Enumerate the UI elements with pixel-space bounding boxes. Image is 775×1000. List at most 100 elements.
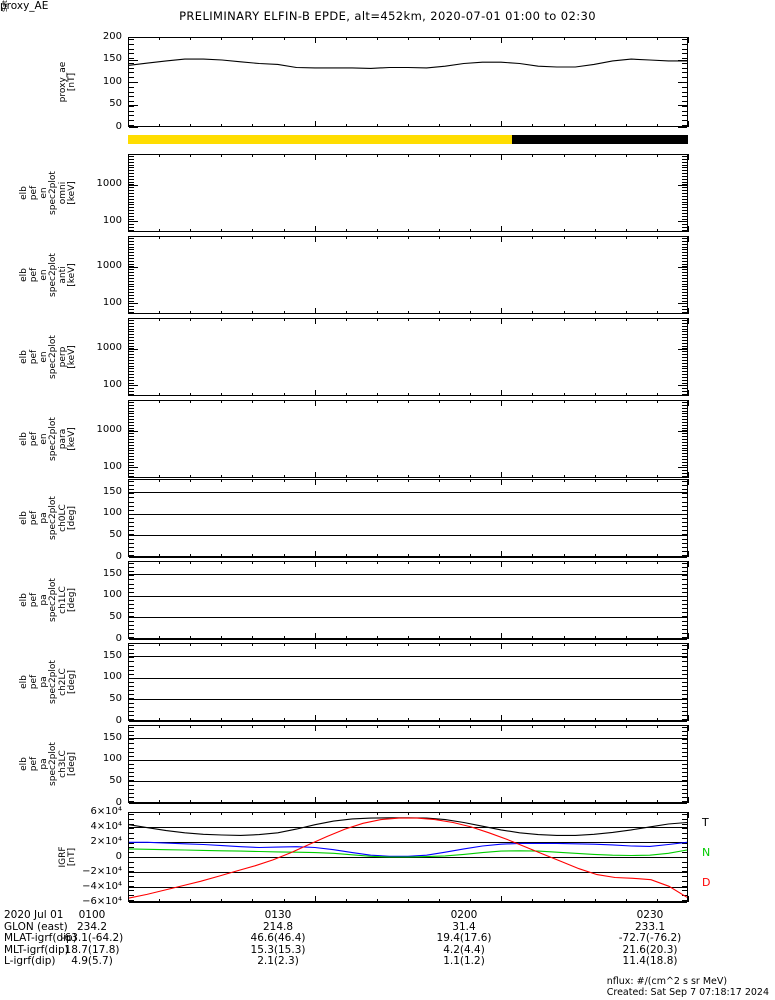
xtick-pa-ch2lc-6: [315, 715, 316, 721]
yminor-r-spec-perp-24: [682, 388, 687, 389]
ytick-spec-perp-0: 1000: [96, 342, 122, 354]
xtick-top-proxy-ae-11: [470, 37, 471, 40]
yminor-spec-omni-1: [129, 159, 134, 160]
xtick-top-pa-ch2lc-15: [595, 643, 596, 646]
yminor-pa-ch3lc-10: [129, 768, 134, 769]
xtick-top-spec-para-11: [470, 400, 471, 403]
xtick-top-spec-anti-15: [595, 236, 596, 239]
yminor-spec-anti-13: [129, 275, 134, 276]
xtick-top-pa-ch1lc-14: [564, 561, 565, 564]
xtick-top-spec-perp-16: [626, 318, 627, 321]
xtick-spec-anti-18: [688, 308, 689, 314]
yminor-spec-omni-15: [129, 199, 134, 200]
xtick-pa-ch2lc-7: [346, 718, 347, 721]
yminor-r-spec-anti-18: [682, 289, 687, 290]
yminor-r-proxy-ae-15: [682, 111, 687, 112]
yminor-spec-anti-4: [129, 249, 134, 250]
yminor-r-igrf-3: [682, 828, 687, 829]
xtick-top-pa-ch1lc-4: [252, 561, 253, 564]
yminor-r-igrf-14: [682, 881, 687, 882]
yminor-r-spec-para-0: [682, 402, 687, 403]
yminor-r-pa-ch2lc-9: [682, 682, 687, 683]
xtick-top-igrf-0: [128, 812, 129, 818]
gridline-pa-ch1lc-2: [129, 617, 687, 618]
yminor-spec-omni-8: [129, 179, 134, 180]
xtick-pa-ch2lc-2: [190, 718, 191, 721]
xtick-top-pa-ch3lc-9: [408, 725, 409, 728]
xtick-pa-ch1lc-7: [346, 636, 347, 639]
ytick-pa-ch0lc-3: 0: [115, 550, 122, 562]
xtick-pa-ch2lc-5: [284, 718, 285, 721]
xtick-igrf-9: [408, 899, 409, 902]
yminor-r-spec-perp-13: [682, 357, 687, 358]
yminor-proxy-ae-8: [129, 77, 134, 78]
gridline-pa-ch3lc-3: [129, 803, 687, 804]
yminor-pa-ch3lc-14: [129, 785, 134, 786]
yminor-igrf-6: [129, 843, 134, 844]
xtick-top-igrf-18: [688, 812, 689, 818]
yminor-r-spec-perp-7: [682, 340, 687, 341]
yminor-spec-anti-22: [129, 301, 134, 302]
xtick-top-spec-anti-14: [564, 236, 565, 239]
yminor-pa-ch0lc-12: [129, 530, 134, 531]
xtick-top-pa-ch2lc-5: [284, 643, 285, 646]
yminor-r-pa-ch0lc-12: [682, 530, 687, 531]
yminor-pa-ch1lc-18: [129, 637, 134, 638]
xtick-pa-ch2lc-14: [564, 718, 565, 721]
xlabel-value-3-0: 18.7(17.8): [64, 943, 120, 956]
ytick-pa-ch0lc-0: 150: [102, 485, 122, 497]
ytickmark-r-spec-perp-0: [678, 349, 687, 350]
ytickmark-proxy-ae-1: [129, 60, 138, 61]
xtick-spec-para-11: [470, 475, 471, 478]
xtick-top-proxy-ae-6: [315, 37, 316, 43]
yminor-r-pa-ch2lc-13: [682, 698, 687, 699]
xtick-top-pa-ch2lc-16: [626, 643, 627, 646]
yminor-spec-perp-0: [129, 320, 134, 321]
yminor-r-spec-omni-4: [682, 167, 687, 168]
xtick-igrf-14: [564, 899, 565, 902]
xtick-pa-ch3lc-2: [190, 800, 191, 803]
ytick-pa-ch3lc-1: 100: [102, 753, 122, 765]
yminor-r-spec-omni-24: [682, 224, 687, 225]
ytick-pa-ch2lc-3: 0: [115, 714, 122, 726]
xtick-pa-ch0lc-15: [595, 554, 596, 557]
xlabel-name-0: 2020 Jul 01: [4, 909, 64, 921]
xtick-top-igrf-14: [564, 812, 565, 815]
xtick-pa-ch3lc-17: [657, 800, 658, 803]
ytick-igrf-3: 0: [115, 850, 122, 862]
xtick-top-pa-ch0lc-16: [626, 479, 627, 482]
yminor-r-pa-ch2lc-15: [682, 707, 687, 708]
xtick-spec-perp-1: [159, 393, 160, 396]
yminor-r-spec-anti-14: [682, 278, 687, 279]
yminor-spec-omni-19: [129, 210, 134, 211]
yminor-r-pa-ch3lc-3: [682, 739, 687, 740]
yminor-spec-perp-17: [129, 368, 134, 369]
xtick-top-spec-para-6: [315, 400, 316, 406]
yminor-spec-omni-17: [129, 204, 134, 205]
yminor-pa-ch3lc-13: [129, 780, 134, 781]
xtick-top-spec-anti-12: [501, 236, 502, 242]
yminor-pa-ch0lc-5: [129, 502, 134, 503]
xtick-top-pa-ch0lc-6: [315, 479, 316, 485]
yminor-spec-perp-15: [129, 363, 134, 364]
xtick-pa-ch0lc-6: [315, 551, 316, 557]
xtick-proxy-ae-11: [470, 124, 471, 127]
yminor-spec-para-6: [129, 419, 134, 420]
yminor-spec-para-8: [129, 425, 134, 426]
yminor-r-spec-para-9: [682, 428, 687, 429]
xtick-pa-ch3lc-8: [377, 800, 378, 803]
yminor-r-spec-omni-7: [682, 176, 687, 177]
xtick-spec-para-9: [408, 475, 409, 478]
yminor-pa-ch2lc-9: [129, 682, 134, 683]
ytick-igrf-6: −6×10⁴: [82, 895, 122, 907]
xtick-spec-perp-4: [252, 393, 253, 396]
yminor-r-pa-ch3lc-10: [682, 768, 687, 769]
xtick-spec-perp-18: [688, 390, 689, 396]
yminor-spec-perp-18: [129, 371, 134, 372]
yminor-r-spec-anti-10: [682, 266, 687, 267]
yminor-spec-omni-11: [129, 187, 134, 188]
xtick-top-pa-ch3lc-16: [626, 725, 627, 728]
xtick-spec-para-0: [128, 472, 129, 478]
xtick-top-pa-ch2lc-18: [688, 643, 689, 649]
xtick-igrf-17: [657, 899, 658, 902]
